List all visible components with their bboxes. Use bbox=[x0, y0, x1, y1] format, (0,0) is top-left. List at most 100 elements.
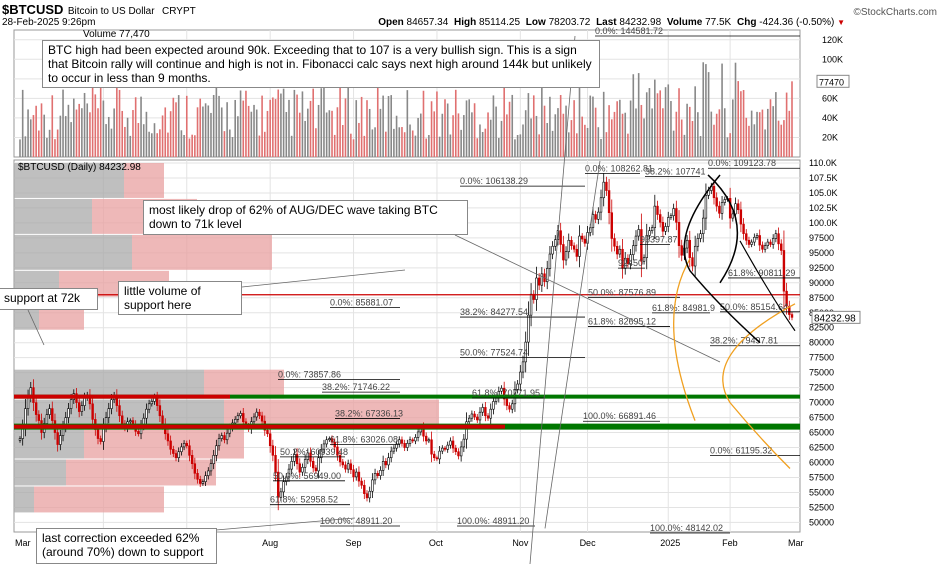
volume-bar bbox=[608, 105, 610, 157]
volume-bar bbox=[336, 107, 339, 157]
volume-bar bbox=[54, 139, 56, 157]
volume-bar bbox=[202, 106, 204, 157]
volume-bar bbox=[105, 124, 107, 157]
fib-level-label: 50.0%: 56949.00 bbox=[273, 471, 341, 481]
candle-body bbox=[363, 484, 366, 494]
candle-body bbox=[390, 450, 393, 459]
candle-body bbox=[336, 446, 339, 456]
candle-body bbox=[704, 195, 708, 219]
candle-body bbox=[158, 405, 162, 417]
candle-body bbox=[524, 341, 527, 363]
ohlc-bar: Open 84657.34 High 85114.25 Low 78203.72… bbox=[378, 17, 845, 28]
volume-bar bbox=[643, 118, 645, 157]
volume-bar bbox=[242, 100, 245, 157]
price-tick-label: 70000 bbox=[809, 398, 834, 408]
volume-bar bbox=[645, 92, 648, 157]
candle-body bbox=[640, 229, 643, 262]
volume-bar bbox=[594, 107, 597, 157]
candle-body bbox=[207, 470, 210, 476]
candle-body bbox=[602, 181, 605, 199]
candle-body bbox=[564, 251, 568, 261]
volume-bar bbox=[508, 101, 511, 157]
volume-bar bbox=[350, 133, 352, 157]
candle-body bbox=[642, 257, 646, 262]
volume-bar bbox=[290, 135, 293, 157]
candle-body bbox=[298, 463, 301, 473]
candle-body bbox=[492, 401, 495, 410]
candle-body bbox=[433, 453, 436, 459]
fib-level-label: 50.0%: 87576.89 bbox=[588, 287, 656, 297]
volume-bar bbox=[753, 124, 756, 157]
candle-body bbox=[282, 481, 285, 493]
volume-bar bbox=[535, 115, 538, 157]
volume-bar bbox=[21, 89, 24, 157]
volume-bar bbox=[134, 97, 137, 157]
volume-bar bbox=[686, 103, 688, 157]
volume-bar bbox=[541, 87, 543, 157]
volume-bar bbox=[382, 95, 384, 157]
volume-bar bbox=[433, 111, 436, 157]
fib-level-label: 61.8%: 84981.9 bbox=[652, 303, 715, 313]
volume-by-price-bar bbox=[132, 234, 272, 270]
price-tick-label: 57500 bbox=[809, 472, 834, 482]
volume-bar bbox=[151, 133, 153, 157]
volume-bar bbox=[307, 108, 309, 157]
volume-bar bbox=[662, 108, 664, 157]
fib-level-label: 100.0%: 48142.02 bbox=[650, 523, 723, 533]
candle-body bbox=[500, 387, 503, 392]
volume-bar bbox=[167, 132, 169, 157]
volume-bar bbox=[567, 132, 570, 157]
volume-bar bbox=[713, 124, 715, 157]
volume-bar bbox=[86, 103, 89, 157]
candle-body bbox=[737, 203, 740, 211]
volume-bar bbox=[156, 133, 158, 157]
candle-body bbox=[527, 314, 530, 343]
volume-bar bbox=[562, 113, 565, 157]
candle-body bbox=[702, 217, 705, 234]
candle-body bbox=[177, 451, 180, 459]
candle-body bbox=[546, 268, 549, 282]
volume-bar bbox=[366, 100, 368, 157]
volume-bar bbox=[94, 94, 97, 157]
candle-body bbox=[414, 437, 417, 442]
volume-bar bbox=[204, 103, 207, 157]
candle-body bbox=[107, 408, 110, 418]
month-label: 2025 bbox=[660, 538, 680, 548]
price-legend: $BTCUSD (Daily) 84232.98 bbox=[18, 162, 141, 173]
price-tick-label: 50000 bbox=[809, 517, 834, 527]
fib-level-label: 61.8%: 82695.12 bbox=[588, 317, 656, 327]
volume-bar bbox=[584, 124, 586, 157]
volume-bar bbox=[576, 133, 578, 157]
candle-body bbox=[255, 411, 258, 418]
candle-body bbox=[691, 257, 694, 267]
chg-down-icon: ▼ bbox=[837, 18, 845, 27]
candle-body bbox=[632, 245, 635, 255]
candle-body bbox=[328, 438, 331, 441]
fib-level-label: 50.0%: 85154.64 bbox=[720, 302, 788, 312]
volume-bar bbox=[635, 108, 637, 157]
volume-bar bbox=[471, 112, 473, 157]
volume-bar bbox=[648, 88, 651, 157]
volume-by-price-bar bbox=[14, 459, 66, 486]
candle-body bbox=[567, 239, 570, 252]
volume-bar bbox=[707, 72, 710, 157]
volume-by-price-bar bbox=[14, 369, 204, 399]
fib-level-label: 92450 bbox=[618, 258, 643, 268]
volume-bar bbox=[51, 95, 54, 157]
price-tick-label: 110.0K bbox=[809, 158, 837, 168]
volume-bar bbox=[506, 114, 508, 157]
volume-bar bbox=[691, 121, 694, 157]
candle-body bbox=[285, 476, 288, 482]
volume-bar bbox=[484, 128, 487, 157]
volume-bar bbox=[70, 122, 72, 157]
candle-body bbox=[268, 433, 272, 447]
volume-bar bbox=[721, 63, 723, 158]
volume-bar bbox=[756, 111, 758, 157]
volume-bar bbox=[288, 99, 290, 157]
candle-body bbox=[355, 471, 358, 478]
fib-level-label: 50.2%: 60939.48 bbox=[280, 447, 348, 457]
volume-bar bbox=[403, 132, 406, 157]
candle-body bbox=[685, 239, 689, 249]
volume-by-price-bar bbox=[124, 162, 164, 198]
candle-body bbox=[653, 205, 657, 228]
